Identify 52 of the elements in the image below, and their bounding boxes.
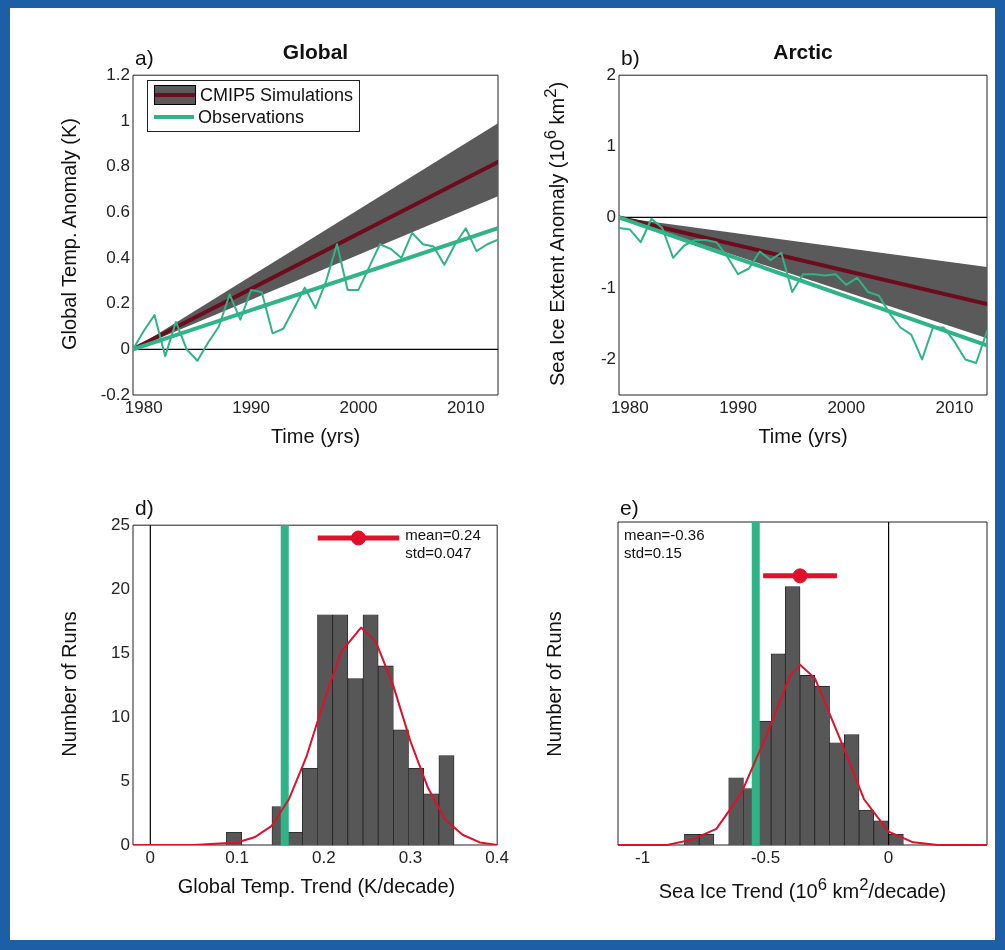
y-tick-label: 2 [606,64,616,84]
y-tick-label: 20 [111,578,130,598]
x-tick-label: 0 [145,847,156,867]
y-tick-label: 5 [120,770,130,790]
x-tick-label: 2010 [446,397,485,417]
x-tick-label: 2010 [935,397,974,417]
x-tick-label: 0.4 [485,847,509,867]
y-axis-title: Number of Runs [542,610,566,757]
y-tick-label: 0 [606,207,616,227]
x-tick-label: 0.1 [225,847,249,867]
x-tick-label: -1 [635,847,651,867]
y-tick-label: 15 [111,642,130,662]
x-tick-label: 1990 [232,397,270,417]
y-tick-label: 1 [606,135,616,155]
legend-label: CMIP5 Simulations [200,84,354,106]
x-tick-label: 0.2 [311,847,336,867]
x-tick-label: 1990 [719,397,757,417]
text: std=0.15 [624,544,682,561]
annotation: mean=0.24 [405,526,481,543]
x-tick-label: 0.3 [398,847,423,867]
y-tick-label: 0 [120,339,130,358]
text: d) [135,496,154,520]
chart-title: Arctic [773,40,833,64]
y-tick-label: -2 [600,349,616,369]
y-tick-label: 1 [120,110,130,130]
legend-label: Observations [198,106,305,128]
x-tick-label: 2000 [339,397,378,417]
annotation: std=0.047 [405,544,472,561]
y-tick-label: 0.6 [106,201,130,221]
text: mean=-0.36 [624,526,705,543]
y-axis-title: Number of Runs [57,610,81,757]
y-tick-label: 1.2 [106,64,130,84]
chart-title: Global [282,40,349,64]
x-axis-title: Time (yrs) [270,425,361,448]
x-axis-title: Sea Ice Trend (10$^{6}$ km$^{2}$/decade) [658,875,947,903]
x-axis-title: Global Temp. Trend (K/decade) [177,875,456,898]
x-tick-label: 0 [883,847,894,867]
y-tick-label: -1 [600,278,616,298]
text: b) [621,46,640,70]
y-tick-label: 0.4 [106,247,130,267]
y-tick-label: 0.8 [106,156,130,176]
x-tick-label: -0.5 [750,847,781,867]
y-tick-label: 0.2 [106,293,130,313]
text: e) [620,496,639,520]
y-tick-label: 10 [111,706,130,726]
x-axis-title: Time (yrs) [758,425,848,448]
y-axis-title: Global Temp. Anomaly (K) [57,117,81,350]
text: a) [135,46,154,70]
y-tick-label: 25 [111,514,130,534]
y-tick-label: 0 [120,834,130,854]
x-tick-label: 1980 [610,397,649,417]
x-tick-label: 2000 [827,397,866,417]
